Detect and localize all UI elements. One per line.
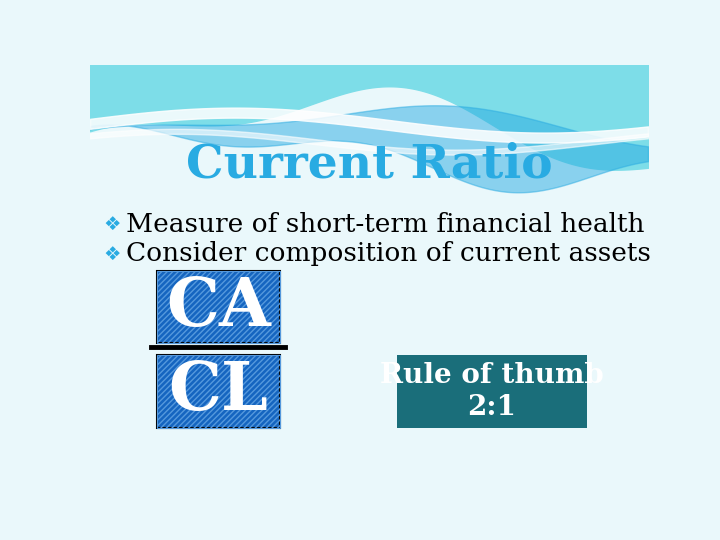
Bar: [157, 355, 279, 428]
Bar: [157, 355, 279, 428]
Text: Rule of thumb
2:1: Rule of thumb 2:1: [380, 362, 603, 421]
Text: CA: CA: [166, 274, 271, 340]
Text: ❖: ❖: [104, 245, 121, 264]
FancyBboxPatch shape: [397, 355, 587, 428]
Bar: [157, 271, 279, 343]
Text: Consider composition of current assets: Consider composition of current assets: [126, 241, 651, 266]
Text: Current Ratio: Current Ratio: [186, 141, 552, 187]
Text: CL: CL: [168, 359, 269, 424]
Text: Measure of short-term financial health: Measure of short-term financial health: [126, 212, 645, 238]
Bar: [157, 271, 279, 343]
Text: ❖: ❖: [104, 215, 121, 234]
